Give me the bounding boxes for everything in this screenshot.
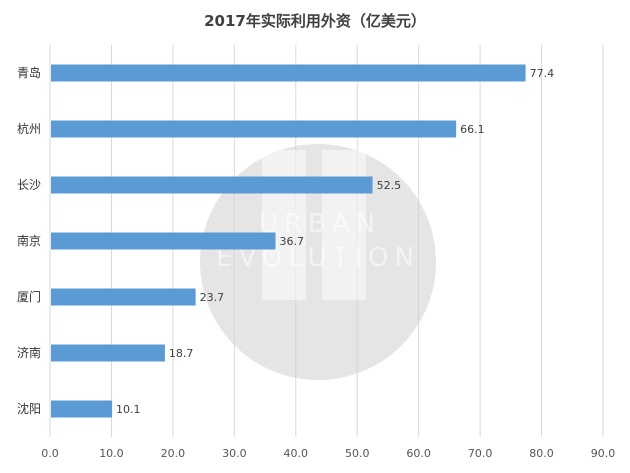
x-tick-label: 0.0 — [41, 447, 59, 460]
x-tick-label: 80.0 — [529, 447, 554, 460]
bar — [51, 400, 113, 418]
bar — [51, 176, 373, 194]
bar — [51, 232, 276, 250]
bar — [51, 288, 196, 306]
category-label: 青岛 — [17, 65, 41, 80]
watermark-glyph-e — [322, 150, 366, 300]
watermark-text-urban: URBAN — [259, 209, 381, 239]
watermark-glyph-u — [262, 150, 306, 300]
x-axis-ticks: 0.0 10.0 20.0 30.0 40.0 50.0 60.0 70.0 80.0 90.0 — [41, 447, 615, 460]
x-tick-label: 30.0 — [222, 447, 247, 460]
x-tick-label: 90.0 — [591, 447, 616, 460]
category-label: 沈阳 — [17, 401, 41, 416]
x-tick-label: 40.0 — [284, 447, 309, 460]
bar — [51, 120, 457, 138]
watermark-circle — [200, 144, 436, 380]
data-label: 23.7 — [200, 291, 225, 304]
x-tick-label: 50.0 — [345, 447, 370, 460]
data-label: 52.5 — [377, 179, 402, 192]
bar — [51, 64, 526, 82]
x-tick-label: 10.0 — [99, 447, 124, 460]
chart-title: 2017年实际利用外资（亿美元） — [204, 12, 426, 30]
data-label: 77.4 — [530, 67, 555, 80]
category-label: 杭州 — [17, 121, 41, 136]
category-label: 济南 — [17, 345, 41, 360]
category-label: 厦门 — [17, 289, 41, 304]
category-label: 南京 — [17, 233, 41, 248]
x-tick-label: 20.0 — [161, 447, 186, 460]
x-tick-label: 60.0 — [406, 447, 431, 460]
data-label: 66.1 — [460, 123, 485, 136]
data-labels: 77.4 66.1 52.5 36.7 23.7 18.7 10.1 — [116, 67, 554, 416]
bar — [51, 344, 165, 362]
x-tick-label: 70.0 — [468, 447, 493, 460]
data-label: 18.7 — [169, 347, 194, 360]
data-label: 10.1 — [116, 403, 141, 416]
category-label: 长沙 — [17, 178, 41, 192]
data-label: 36.7 — [280, 235, 305, 248]
bars — [51, 64, 526, 418]
